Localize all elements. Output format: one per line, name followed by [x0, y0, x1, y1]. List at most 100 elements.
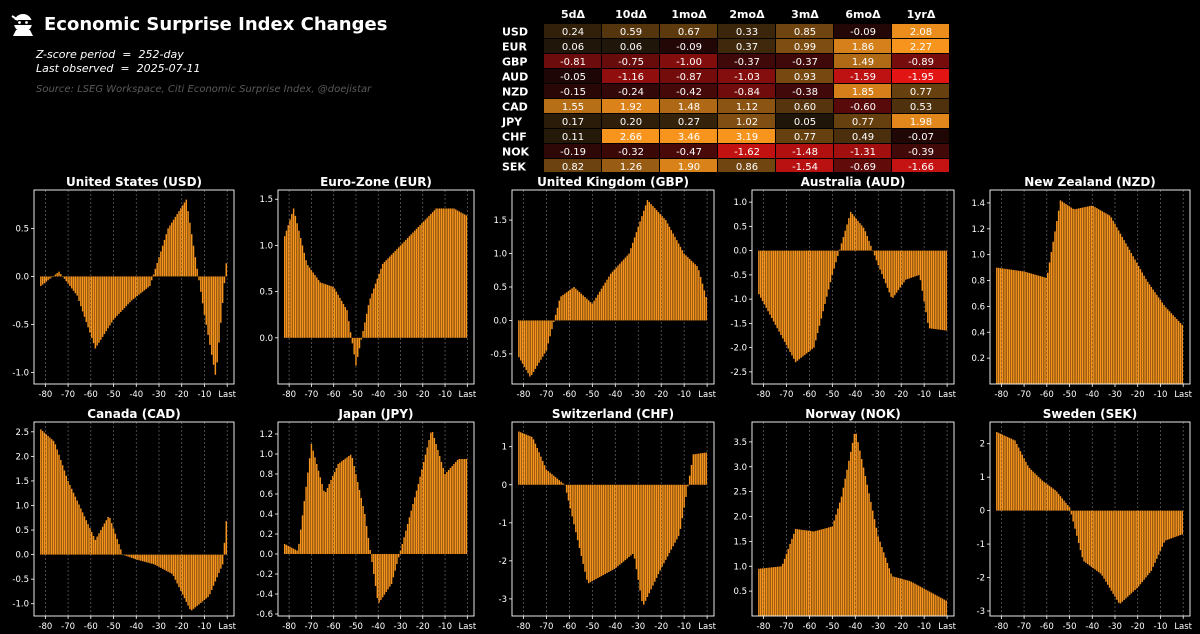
- bar: [1017, 270, 1020, 384]
- bar: [348, 456, 350, 554]
- bar: [460, 212, 462, 338]
- bar: [67, 480, 69, 555]
- bar: [1036, 475, 1038, 511]
- bar: [1168, 510, 1171, 540]
- y-tick-label: 0.0: [15, 551, 29, 561]
- bar: [917, 250, 920, 276]
- bar: [1045, 277, 1047, 384]
- bar: [945, 600, 947, 616]
- bar: [191, 554, 193, 611]
- bar: [1119, 510, 1122, 604]
- x-tick-label: -20: [416, 390, 430, 400]
- bar: [1123, 510, 1125, 601]
- table-row-label: CHF: [502, 131, 527, 144]
- table-cell: [834, 69, 891, 83]
- bar: [403, 537, 405, 554]
- bar: [787, 250, 790, 349]
- bar: [307, 265, 309, 338]
- bar: [1010, 269, 1013, 384]
- bar: [180, 208, 182, 277]
- bar: [1172, 510, 1174, 538]
- y-tick-label: 1.0: [493, 250, 507, 260]
- x-tick-label: -70: [1017, 390, 1031, 400]
- bar: [223, 542, 226, 555]
- bar: [1068, 206, 1071, 384]
- bar: [1107, 214, 1109, 384]
- bar: [761, 568, 764, 616]
- bar: [178, 554, 180, 588]
- y-tick-label: 1.0: [733, 562, 747, 572]
- y-tick-label: 1.5: [15, 477, 29, 487]
- bar: [1119, 233, 1122, 384]
- bar: [564, 293, 566, 321]
- bar: [63, 470, 66, 555]
- y-tick-label: 1.0: [259, 241, 273, 251]
- bar: [864, 231, 867, 251]
- bar: [598, 484, 601, 578]
- bar: [1028, 468, 1031, 511]
- bar: [602, 285, 605, 321]
- y-tick-label: 1.0: [971, 251, 985, 261]
- bar: [1043, 277, 1045, 384]
- bar: [373, 554, 375, 574]
- bar: [769, 250, 771, 315]
- bar: [916, 584, 918, 616]
- bar: [1061, 201, 1063, 384]
- bar: [663, 218, 665, 321]
- table-cell-value: -0.09: [676, 42, 702, 53]
- bar: [385, 260, 387, 338]
- bar: [107, 516, 109, 555]
- y-tick-label: 0.0: [259, 550, 273, 560]
- bar: [767, 567, 769, 616]
- bar: [460, 459, 462, 554]
- bar: [426, 217, 428, 338]
- bar: [319, 477, 322, 554]
- x-tick-label: -50: [825, 390, 839, 400]
- bar: [816, 530, 819, 616]
- bar: [72, 492, 75, 555]
- table-cell-value: -0.47: [676, 147, 702, 158]
- bar: [551, 320, 553, 330]
- bar: [415, 228, 418, 338]
- chart-title: Australia (AUD): [801, 175, 906, 189]
- bar: [551, 474, 553, 485]
- bar: [419, 476, 421, 554]
- bar: [925, 250, 927, 313]
- table-cell: [544, 114, 601, 128]
- bar: [78, 504, 80, 555]
- bar: [899, 578, 902, 616]
- x-tick-label: -60: [84, 622, 98, 632]
- bar: [576, 290, 579, 321]
- bar: [676, 240, 678, 321]
- bar: [1132, 510, 1134, 592]
- bar: [305, 260, 307, 338]
- y-tick-label: 1.2: [971, 225, 985, 235]
- bar: [582, 484, 584, 564]
- bar: [608, 276, 610, 321]
- bar: [798, 250, 801, 360]
- bar: [1028, 273, 1031, 384]
- bar: [1092, 206, 1094, 384]
- table-cell: [544, 69, 601, 83]
- bar: [324, 284, 327, 338]
- bar: [1157, 510, 1160, 555]
- table-cell-value: 0.27: [678, 117, 700, 128]
- bar: [676, 484, 678, 540]
- bar: [905, 579, 907, 616]
- bar: [1105, 510, 1107, 582]
- bar: [1161, 510, 1163, 547]
- bar: [586, 298, 588, 321]
- table-cell: [602, 54, 659, 68]
- y-tick-label: -2: [977, 574, 985, 584]
- bar: [294, 549, 297, 554]
- x-tick-label: -30: [394, 622, 408, 632]
- chart-panel: Japan (JPY) -80 -70 -60 -50 -40 -30 -20 -10 Last -…: [256, 407, 476, 632]
- bar: [172, 219, 175, 277]
- y-tick-label: 2.0: [15, 452, 29, 462]
- bar: [141, 276, 144, 292]
- bar: [385, 554, 387, 592]
- bar: [440, 462, 443, 554]
- bar: [103, 276, 106, 335]
- bar: [1003, 268, 1005, 384]
- y-tick-label: 0.2: [259, 530, 273, 540]
